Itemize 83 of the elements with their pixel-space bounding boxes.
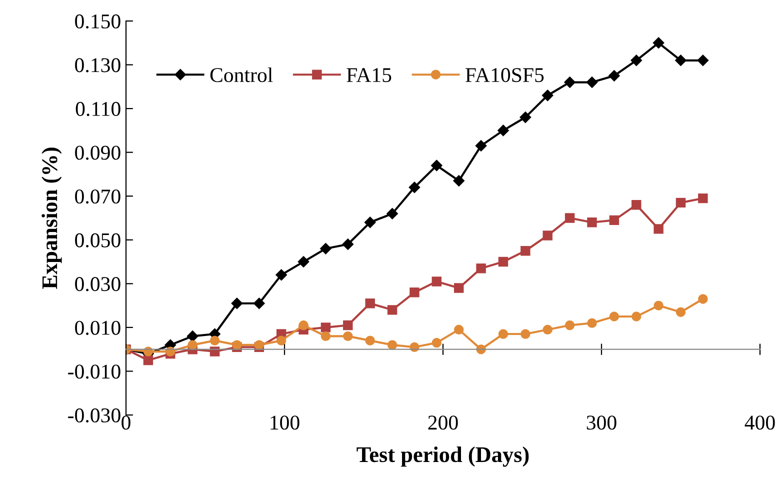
point [210,336,220,346]
y-tick-label: 0.110 [76,102,120,116]
point [676,307,686,317]
y-tick-label: 0.050 [75,233,120,248]
point [320,331,331,342]
point [697,54,709,66]
point [143,355,154,366]
y-tick-label: -0.010 [68,364,120,379]
point [298,320,308,330]
point [432,276,442,286]
x-tick-label: 200 [428,416,458,430]
y-tick-label: 0.070 [75,189,120,204]
point [587,218,597,228]
point [454,324,464,334]
x-axis-title: Test period (Days) [356,446,529,467]
point [365,298,375,308]
point [364,216,376,228]
point [343,320,353,330]
point [564,320,575,330]
point [342,238,354,250]
point [254,298,265,309]
point [320,322,331,332]
point [542,324,552,334]
point [431,160,442,172]
point [609,312,620,322]
point [276,336,286,346]
legend-label: FA10SF5 [466,68,544,82]
y-tick-label: 0.130 [75,58,120,72]
point [608,70,620,82]
point [632,312,642,322]
legend-label: FA15 [346,68,392,82]
point [632,200,642,210]
y-tick-label: 0.150 [75,14,120,29]
point [410,288,420,298]
point [609,215,620,226]
y-tick-label: -0.030 [68,408,120,423]
point [453,175,464,186]
point [387,305,398,315]
point [210,346,220,356]
y-tick-label: 0.010 [75,320,120,335]
x-tick-label: 400 [744,416,775,430]
point [586,76,598,88]
y-tick-label: 0.030 [75,277,120,292]
x-tick-label: 0 [122,416,130,430]
point [564,76,576,88]
point [564,213,575,223]
point [520,329,530,339]
point [630,54,642,66]
point [320,243,332,254]
point [498,256,508,267]
point [587,318,597,328]
point [675,54,686,66]
point [231,298,243,309]
point [520,112,532,123]
point [542,90,554,102]
point [520,246,530,256]
legend-label: Control [210,67,273,82]
point [676,198,686,208]
x-tick-label: 100 [270,416,300,430]
point [386,208,398,220]
y-tick-label: 0.090 [75,146,120,160]
point [432,338,442,348]
point [454,283,464,293]
point [276,269,287,281]
point [654,224,664,234]
point [365,336,375,346]
point [652,37,664,48]
point [188,340,198,350]
point [698,193,708,204]
point [476,263,486,274]
point [698,294,708,304]
y-axis-title: Expansion (%) [42,148,62,289]
point [298,256,310,268]
point [343,331,353,342]
point [542,230,552,240]
point [408,182,420,193]
point [498,124,509,136]
point [498,329,508,339]
point [654,300,664,310]
point [387,340,398,350]
point [186,330,198,342]
x-tick-label: 300 [586,416,616,430]
point [475,140,487,152]
